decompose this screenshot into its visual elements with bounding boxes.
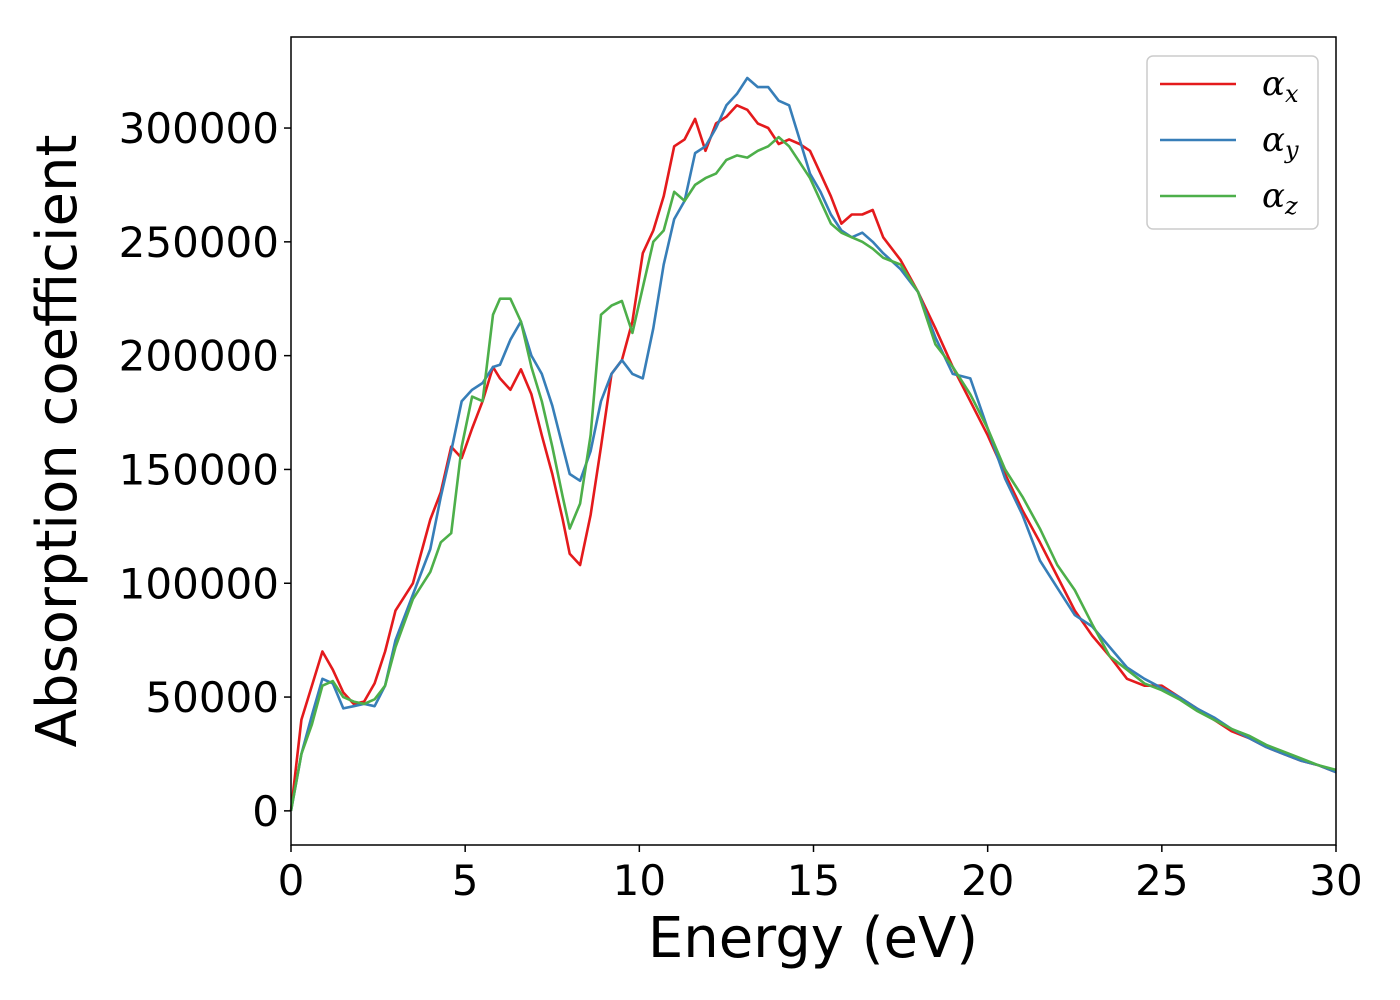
x-axis-label: Energy (eV) [648,906,978,971]
x-tick-label: 0 [278,856,305,905]
legend-label-z: αz [1262,176,1298,220]
y-tick-label: 100000 [119,559,279,608]
y-tick-label: 0 [252,787,279,836]
x-tick-label: 25 [1135,856,1188,905]
series-line-z [289,135,1337,812]
series-layer [289,76,1337,812]
y-tick-label: 200000 [119,332,279,381]
y-tick-label: 50000 [145,673,279,722]
x-tick-label: 15 [787,856,840,905]
y-tick-label: 300000 [119,104,279,153]
y-tick-label: 250000 [119,218,279,267]
legend-box [1146,55,1319,230]
y-axis-label: Absorption coefficient [25,135,90,748]
x-tick-label: 10 [613,856,666,905]
y-tick-label: 150000 [119,445,279,494]
x-tick-label: 5 [452,856,479,905]
x-tick-label: 30 [1309,856,1362,905]
y-axis-ticks: 0 50000 100000 150000 200000 250000 300000 [119,104,291,836]
x-axis-ticks: 0 5 10 15 20 25 30 [278,845,1363,905]
x-tick-label: 20 [961,856,1014,905]
